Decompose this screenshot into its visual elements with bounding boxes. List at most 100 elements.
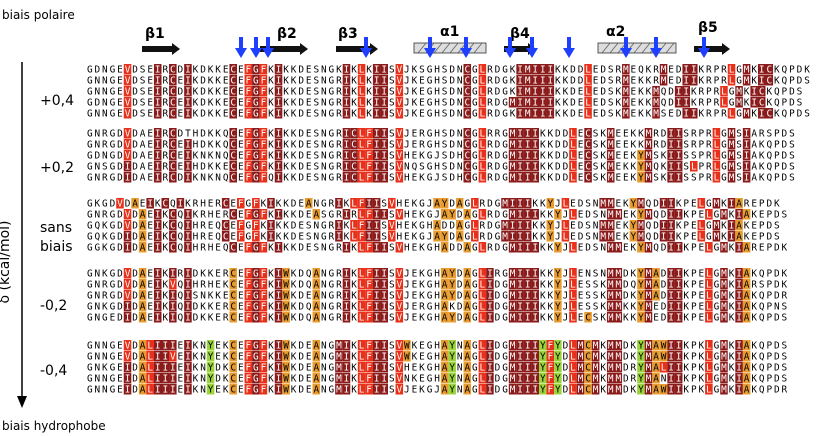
residue-letter: S: [593, 280, 599, 291]
residue-letter: C: [230, 65, 236, 76]
residue-highlight: [705, 301, 713, 312]
residue-letter: I: [517, 221, 523, 232]
residue-letter: K: [351, 269, 357, 280]
down-arrow-icon: [620, 37, 632, 58]
residue-highlight: [274, 362, 283, 373]
residue-letter: G: [110, 129, 116, 140]
residue-letter: I: [276, 291, 282, 302]
residue-letter: Q: [223, 140, 229, 151]
residue-letter: A: [736, 221, 742, 232]
residue-letter: P: [691, 243, 697, 254]
residue-letter: R: [480, 221, 486, 232]
residue-letter: I: [683, 98, 689, 109]
residue-letter: I: [366, 221, 372, 232]
residue-highlight: [508, 220, 517, 231]
residue-letter: D: [117, 151, 123, 162]
residue-highlight: [606, 220, 615, 231]
residue-letter: K: [766, 98, 772, 109]
residue-letter: D: [117, 280, 123, 291]
residue-highlight: [380, 312, 388, 323]
residue-highlight: [252, 64, 260, 75]
residue-highlight: [523, 150, 532, 161]
residue-highlight: [440, 242, 449, 253]
residue-highlight: [274, 108, 283, 119]
residue-letter: Y: [208, 341, 214, 352]
residue-letter: G: [110, 341, 116, 352]
residue-highlight: [131, 198, 139, 209]
residue-letter: K: [540, 129, 546, 140]
residue-highlight: [448, 290, 456, 301]
residue-letter: D: [600, 87, 606, 98]
residue-letter: K: [283, 76, 289, 87]
residue-letter: I: [683, 87, 689, 98]
residue-highlight: [584, 373, 592, 384]
residue-highlight: [259, 150, 268, 161]
residue-highlight: [395, 242, 404, 253]
residue-letter: C: [351, 162, 357, 173]
residue-letter: J: [404, 109, 410, 120]
residue-letter: S: [585, 232, 591, 243]
residue-highlight: [463, 108, 472, 119]
residue-letter: K: [547, 313, 553, 324]
residue-letter: E: [238, 302, 244, 313]
residue-letter: D: [563, 151, 569, 162]
residue-letter: K: [600, 385, 606, 396]
residue-letter: D: [298, 173, 304, 184]
residue-letter: K: [366, 98, 372, 109]
residue-highlight: [123, 161, 132, 172]
residue-letter: I: [185, 98, 191, 109]
residue-highlight: [674, 290, 683, 301]
residue-highlight: [229, 64, 237, 75]
residue-letter: K: [638, 109, 644, 120]
residue-highlight: [440, 290, 449, 301]
residue-highlight: [395, 75, 404, 86]
residue-highlight: [637, 290, 645, 301]
residue-letter: S: [661, 109, 667, 120]
residue-letter: A: [464, 385, 470, 396]
residue-letter: I: [344, 280, 350, 291]
residue-letter: M: [721, 374, 727, 385]
residue-letter: G: [502, 140, 508, 151]
residue-highlight: [516, 384, 524, 395]
residue-highlight: [735, 279, 743, 290]
residue-letter: F: [366, 129, 372, 140]
residue-letter: V: [125, 76, 131, 87]
residue-letter: K: [698, 385, 704, 396]
residue-letter: A: [442, 363, 448, 374]
residue-letter: Q: [178, 313, 184, 324]
residue-highlight: [252, 362, 260, 373]
residue-letter: K: [631, 352, 637, 363]
residue-letter: I: [374, 269, 380, 280]
strand-bar: [260, 46, 300, 52]
residue-letter: K: [729, 302, 735, 313]
residue-letter: I: [185, 243, 191, 254]
residue-letter: K: [540, 173, 546, 184]
residue-highlight: [229, 268, 237, 279]
residue-highlight: [342, 128, 351, 139]
residue-letter: G: [427, 76, 433, 87]
residue-highlight: [697, 220, 706, 231]
residue-letter: K: [283, 221, 289, 232]
residue-letter: E: [698, 269, 704, 280]
residue-letter: Y: [638, 313, 644, 324]
ss-label-a2: α2: [606, 24, 625, 40]
residue-letter: K: [223, 385, 229, 396]
residue-letter: G: [495, 232, 501, 243]
residue-letter: D: [298, 269, 304, 280]
residue-letter: G: [472, 129, 478, 140]
residue-letter: K: [200, 302, 206, 313]
residue-letter: V: [396, 65, 402, 76]
residue-letter: K: [283, 199, 289, 210]
residue-letter: E: [698, 210, 704, 221]
residue-letter: F: [261, 98, 267, 109]
residue-letter: I: [676, 291, 682, 302]
residue-highlight: [674, 340, 683, 351]
residue-letter: E: [117, 87, 123, 98]
residue-letter: P: [691, 313, 697, 324]
residue-letter: L: [706, 302, 712, 313]
residue-letter: L: [729, 109, 735, 120]
residue-highlight: [606, 362, 615, 373]
residue-letter: N: [94, 210, 100, 221]
residue-letter: L: [480, 385, 486, 396]
residue-letter: I: [344, 210, 350, 221]
